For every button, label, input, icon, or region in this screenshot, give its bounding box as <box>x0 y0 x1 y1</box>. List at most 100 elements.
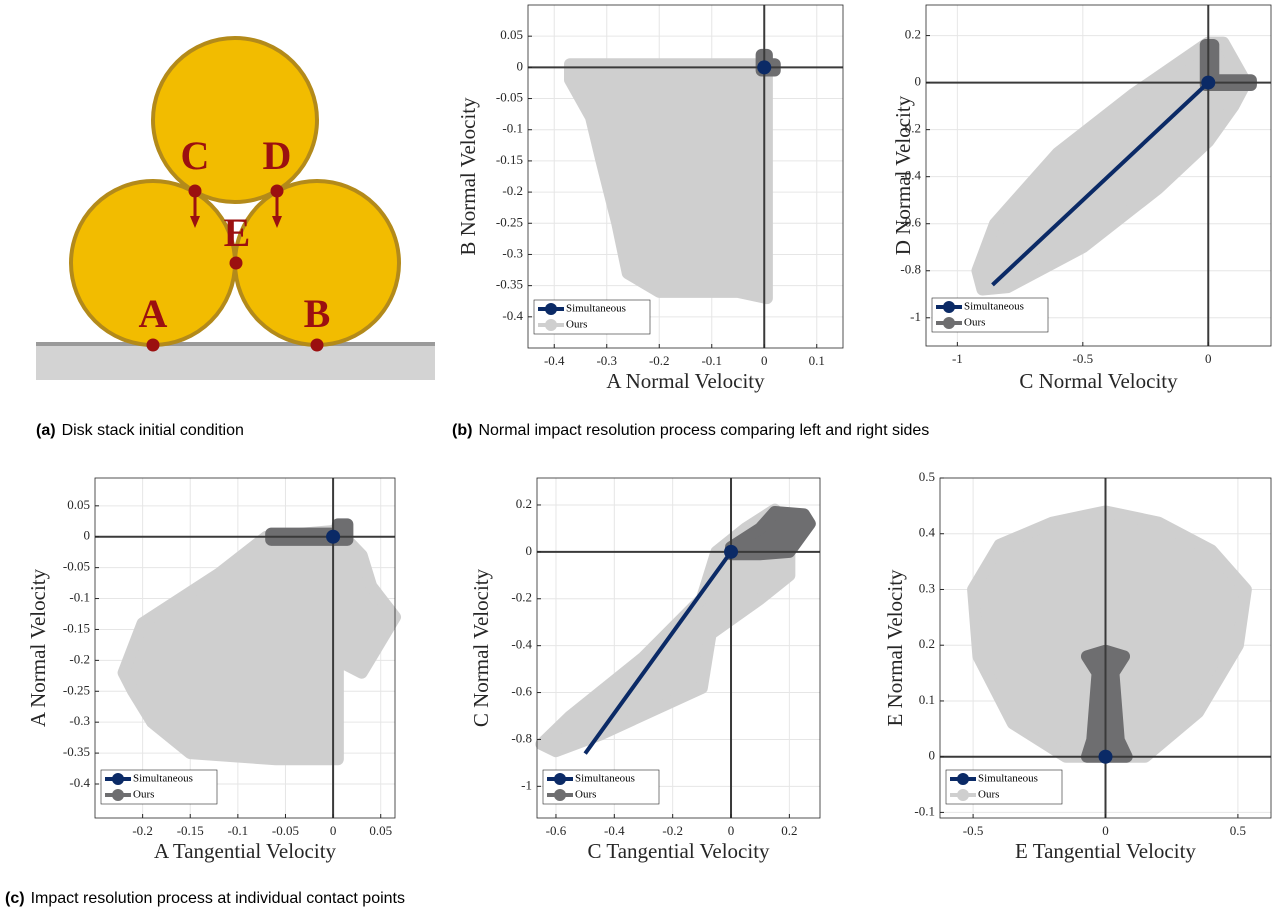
ground <box>36 344 435 380</box>
legend-marker <box>112 773 124 785</box>
y-tick-label: -0.1 <box>914 803 935 818</box>
x-tick-label: -1 <box>952 351 963 366</box>
y-tick-label: -0.05 <box>63 559 90 574</box>
y-tick-label: 0.5 <box>919 469 935 484</box>
plot: -0.6 -0.4 -0.2 0 0.2 -1 -0.8 -0.6 -0.4 -0.2 0 0.2 C … <box>469 477 821 863</box>
plot-frame <box>536 477 821 819</box>
legend-marker <box>554 789 566 801</box>
legend-marker <box>943 317 955 329</box>
y-tick-label: -0.2 <box>511 590 532 605</box>
plot: -0.2 -0.15 -0.1 -0.05 0 0.05 -0.4 -0.35 -0.3 -0.2… <box>26 477 401 863</box>
legend-marker <box>545 319 557 331</box>
y-axis-label: C Normal Velocity <box>469 568 493 727</box>
x-tick-label: -0.6 <box>546 823 567 838</box>
series-marker <box>757 60 772 75</box>
y-tick-label: 0 <box>915 74 922 89</box>
y-tick-label: -0.3 <box>502 245 523 260</box>
series-cloud <box>564 58 773 305</box>
x-tick-label: 0 <box>1102 823 1109 838</box>
y-tick-label: -1 <box>910 309 921 324</box>
caption-text: Impact resolution process at individual … <box>30 890 405 907</box>
y-tick-label: 0.1 <box>919 692 935 707</box>
contact-point <box>270 184 284 198</box>
x-tick-label: 0 <box>728 823 735 838</box>
y-tick-label: -0.2 <box>69 651 90 666</box>
y-tick-label: -0.4 <box>502 308 523 323</box>
y-tick-label: -0.15 <box>496 152 523 167</box>
region-cloud <box>117 524 401 766</box>
legend-marker <box>554 773 566 785</box>
x-tick-label: -0.05 <box>272 823 299 838</box>
series-cloud <box>967 505 1252 763</box>
y-tick-label: 0 <box>517 58 524 73</box>
caption-tag: (a) <box>36 422 56 439</box>
x-tick-label: -0.4 <box>604 823 625 838</box>
series-line <box>583 550 733 755</box>
y-axis-label: B Normal Velocity <box>456 97 480 256</box>
legend-marker <box>545 303 557 315</box>
arrow-head <box>190 216 200 228</box>
y-tick-label: -0.6 <box>900 215 921 230</box>
legend-label: Ours <box>964 317 985 329</box>
y-tick-label: 0.3 <box>919 580 935 595</box>
y-tick-label: 0 <box>526 543 533 558</box>
region-cloud <box>1080 644 1133 763</box>
caption-tag: (c) <box>5 890 25 907</box>
y-tick-label: 0.2 <box>516 496 532 511</box>
x-tick-label: -0.4 <box>544 353 565 368</box>
x-tick-label: 0.05 <box>369 823 392 838</box>
y-tick-label: -0.35 <box>63 744 90 759</box>
caption-text: Disk stack initial condition <box>61 422 244 439</box>
x-axis-label: C Tangential Velocity <box>587 839 770 863</box>
y-tick-label: -0.05 <box>496 90 523 105</box>
caption: (a) Disk stack initial condition <box>36 422 244 440</box>
series-cloud <box>725 506 816 561</box>
x-tick-label: 0.5 <box>1230 823 1246 838</box>
legend-label: Simultaneous <box>566 303 626 315</box>
x-tick-label: 0 <box>761 353 768 368</box>
x-axis-label: A Normal Velocity <box>606 369 765 393</box>
legend: Simultaneous Ours <box>931 297 1049 333</box>
plot: -0.5 0 0.5 -0.1 0 0.1 0.2 0.3 0.4 0.5 E Tangential… <box>883 469 1272 863</box>
x-tick-label: 0 <box>330 823 337 838</box>
contact-point <box>229 256 243 270</box>
series-marker <box>1098 749 1113 764</box>
y-tick-label: -0.35 <box>496 277 523 292</box>
y-tick-label: -0.6 <box>511 684 532 699</box>
legend: Simultaneous Ours <box>542 769 660 805</box>
y-tick-label: 0.05 <box>500 27 523 42</box>
y-tick-label: -0.4 <box>900 168 921 183</box>
y-tick-label: 0.05 <box>67 497 90 512</box>
legend-label: Ours <box>978 789 999 801</box>
x-tick-label: -0.2 <box>132 823 153 838</box>
contact-label: D <box>263 133 292 178</box>
contact-label: C <box>181 133 210 178</box>
region-cloud <box>971 36 1252 296</box>
x-tick-label: 0.1 <box>809 353 825 368</box>
y-tick-label: -0.8 <box>900 262 921 277</box>
legend-marker <box>957 789 969 801</box>
y-tick-label: 0 <box>929 748 936 763</box>
disk <box>151 36 319 204</box>
caption-text: Normal impact resolution process compari… <box>478 422 930 439</box>
x-tick-label: -0.5 <box>963 823 984 838</box>
contact-point <box>310 338 324 352</box>
legend-label: Ours <box>133 789 154 801</box>
series-line <box>991 81 1210 287</box>
legend-label: Simultaneous <box>964 301 1024 313</box>
x-axis-label: A Tangential Velocity <box>154 839 337 863</box>
x-tick-label: -0.3 <box>596 353 617 368</box>
y-axis-label: D Normal Velocity <box>891 95 915 255</box>
y-tick-label: -0.4 <box>69 775 90 790</box>
x-tick-label: -0.1 <box>228 823 249 838</box>
y-tick-label: -0.25 <box>496 214 523 229</box>
plot: -1 -0.5 0 -1 -0.8 -0.6 -0.4 -0.2 0 0.2 C Normal Ve… <box>891 4 1272 393</box>
x-tick-label: -0.1 <box>701 353 722 368</box>
y-tick-label: -0.15 <box>63 620 90 635</box>
caption: (b) Normal impact resolution process comp… <box>452 422 929 440</box>
y-tick-label: -0.4 <box>511 637 532 652</box>
x-tick-label: 0.2 <box>781 823 797 838</box>
y-tick-label: 0 <box>84 528 91 543</box>
x-tick-label: -0.15 <box>177 823 204 838</box>
